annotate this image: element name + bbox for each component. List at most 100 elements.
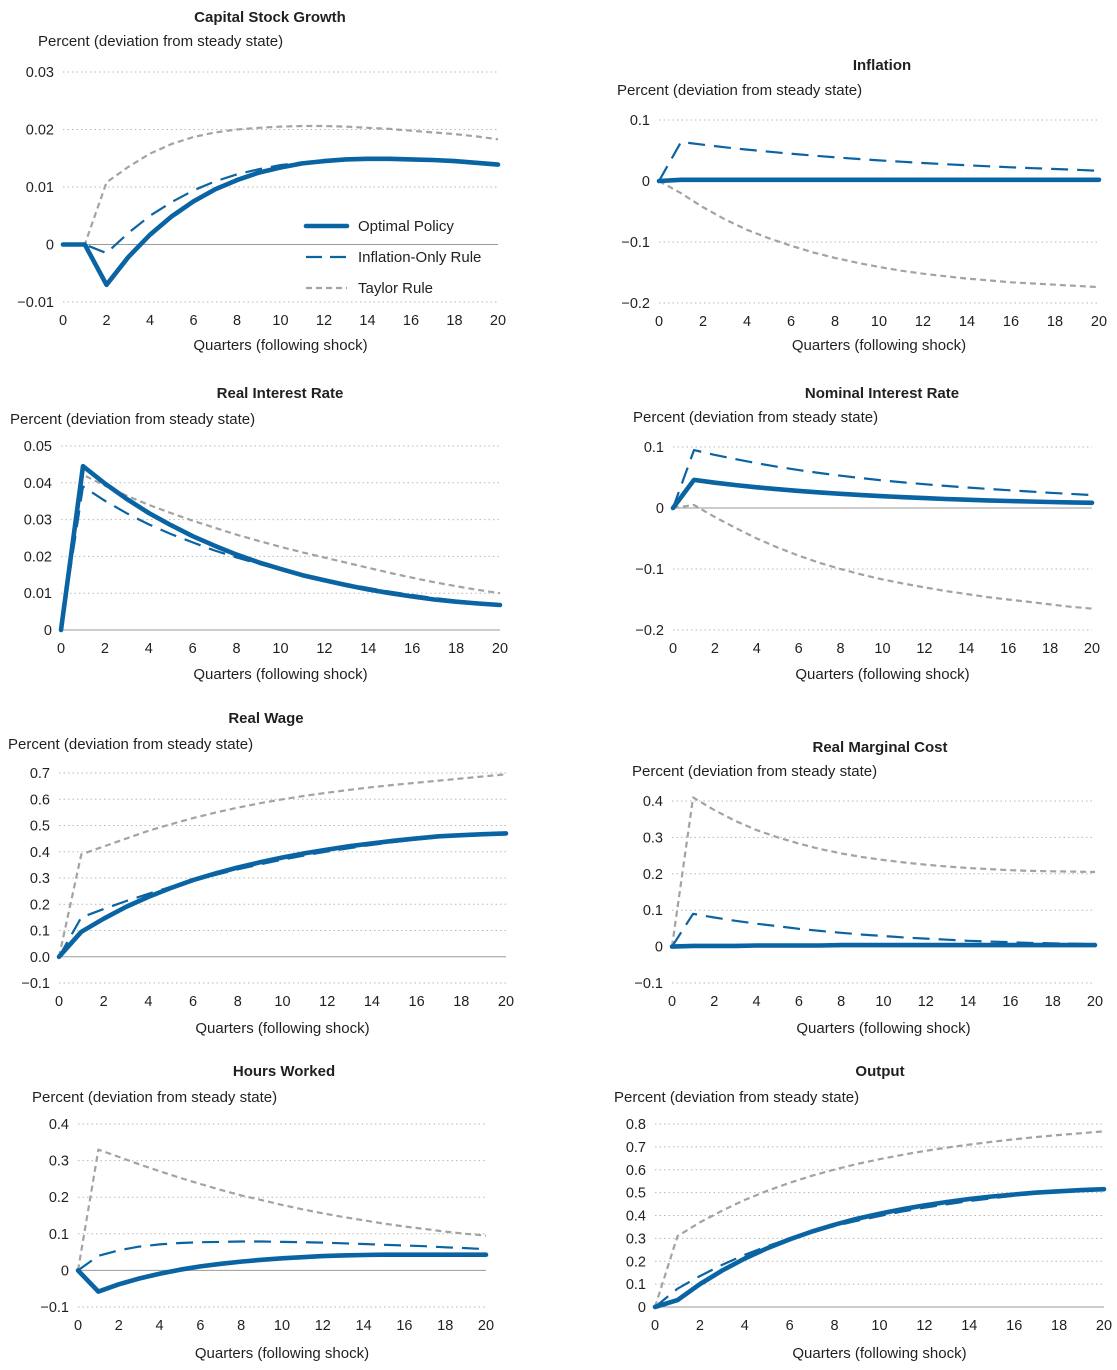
panel-title: Nominal Interest Rate: [805, 385, 959, 402]
y-tick-label: 0: [46, 238, 54, 254]
y-tick-label: 0.03: [26, 65, 54, 81]
series-line-optimal: [75, 1252, 489, 1294]
x-tick-label: 10: [875, 994, 891, 1010]
x-tick-label: 14: [960, 994, 976, 1010]
y-tick-label: 0.1: [643, 903, 663, 919]
x-tick-label: 18: [1045, 994, 1061, 1010]
y-tick-label: 0.2: [643, 867, 663, 883]
y-tick-label: 0.4: [643, 794, 663, 810]
x-tick-label: 4: [145, 641, 153, 657]
x-tick-label: 6: [795, 641, 803, 657]
series-line-optimal: [60, 156, 501, 288]
y-tick-label: 0.04: [24, 476, 52, 492]
x-tick-label: 14: [359, 313, 375, 329]
x-tick-label: 4: [741, 1318, 749, 1334]
y-tick-label: 0.6: [30, 792, 50, 808]
x-tick-label: 10: [272, 313, 288, 329]
y-axis-label: Percent (deviation from steady state): [38, 33, 283, 50]
y-tick-label: 0.7: [30, 766, 50, 782]
x-axis-label: Quarters (following shock): [792, 1345, 966, 1362]
y-tick-label: −0.1: [621, 235, 650, 251]
x-tick-label: 0: [59, 313, 67, 329]
x-tick-label: 0: [668, 994, 676, 1010]
panel-title: Real Wage: [228, 710, 303, 727]
x-tick-label: 4: [146, 313, 154, 329]
y-tick-label: −0.1: [635, 562, 664, 578]
panel-title: Output: [855, 1063, 904, 1080]
x-tick-label: 6: [786, 1318, 794, 1334]
x-axis-label: Quarters (following shock): [193, 337, 367, 354]
y-tick-label: 0.8: [626, 1117, 646, 1133]
series-line-taylor: [59, 473, 501, 631]
x-tick-label: 6: [189, 994, 197, 1010]
x-tick-label: 16: [409, 994, 425, 1010]
x-tick-label: 2: [100, 994, 108, 1010]
series-line-taylor: [653, 1130, 1105, 1308]
x-tick-label: 8: [831, 314, 839, 330]
y-tick-label: 0.2: [30, 897, 50, 913]
x-tick-label: 10: [874, 641, 890, 657]
y-tick-label: 0: [61, 1263, 69, 1279]
x-axis-label: Quarters (following shock): [193, 666, 367, 683]
x-tick-label: 10: [272, 641, 288, 657]
y-tick-label: 0.02: [24, 549, 52, 565]
series-line-taylor: [76, 1148, 487, 1271]
y-tick-label: 0.4: [30, 845, 50, 861]
x-tick-label: 6: [787, 314, 795, 330]
x-tick-label: 20: [1096, 1318, 1112, 1334]
x-tick-label: 20: [492, 641, 508, 657]
x-tick-label: 18: [437, 1318, 453, 1334]
x-tick-label: 2: [710, 994, 718, 1010]
y-tick-label: −0.1: [21, 976, 50, 992]
x-tick-label: 18: [1051, 1318, 1067, 1334]
y-axis-label: Percent (deviation from steady state): [32, 1089, 277, 1106]
y-axis-label: Percent (deviation from steady state): [617, 82, 862, 99]
y-axis-label: Percent (deviation from steady state): [614, 1089, 859, 1106]
x-tick-label: 0: [669, 641, 677, 657]
x-tick-label: 10: [274, 994, 290, 1010]
x-tick-label: 14: [959, 314, 975, 330]
panel-title: Hours Worked: [233, 1063, 335, 1080]
y-tick-label: 0.3: [626, 1231, 646, 1247]
x-tick-label: 2: [101, 641, 109, 657]
x-tick-label: 2: [711, 641, 719, 657]
series-line-inflation: [671, 449, 1093, 509]
x-tick-label: 14: [958, 641, 974, 657]
x-tick-label: 20: [490, 313, 506, 329]
x-tick-label: 4: [753, 641, 761, 657]
x-tick-label: 20: [1091, 314, 1107, 330]
y-tick-label: 0.3: [49, 1154, 69, 1170]
y-tick-label: 0.03: [24, 513, 52, 529]
y-tick-label: −0.01: [17, 295, 54, 311]
y-tick-label: −0.2: [635, 623, 664, 639]
series-line-inflation: [658, 140, 1100, 182]
x-tick-label: 8: [237, 1318, 245, 1334]
series-line-inflation: [63, 158, 499, 255]
y-tick-label: 0.02: [26, 123, 54, 139]
x-axis-label: Quarters (following shock): [795, 666, 969, 683]
y-tick-label: 0: [44, 623, 52, 639]
x-tick-label: 12: [918, 994, 934, 1010]
y-tick-label: 0.2: [49, 1190, 69, 1206]
x-tick-label: 0: [57, 641, 65, 657]
x-tick-label: 18: [446, 313, 462, 329]
x-tick-label: 18: [1042, 641, 1058, 657]
panel-title: Inflation: [853, 57, 911, 74]
y-tick-label: 0: [655, 940, 663, 956]
series-line-taylor: [63, 124, 499, 246]
x-tick-label: 0: [55, 994, 63, 1010]
y-tick-label: 0: [638, 1300, 646, 1316]
y-axis-label: Percent (deviation from steady state): [633, 409, 878, 426]
x-tick-label: 16: [1002, 994, 1018, 1010]
x-tick-label: 4: [144, 994, 152, 1010]
series-line-inflation: [77, 1240, 487, 1272]
x-tick-label: 8: [837, 994, 845, 1010]
x-tick-label: 14: [356, 1318, 372, 1334]
y-tick-label: 0.1: [30, 924, 50, 940]
y-tick-label: 0.2: [626, 1254, 646, 1270]
x-tick-label: 20: [478, 1318, 494, 1334]
panel-7: Hours Worked Percent (deviation from stea…: [32, 1063, 494, 1362]
y-tick-label: 0.0: [30, 950, 50, 966]
y-tick-label: 0.1: [644, 440, 664, 456]
series-line-optimal: [669, 942, 1098, 949]
